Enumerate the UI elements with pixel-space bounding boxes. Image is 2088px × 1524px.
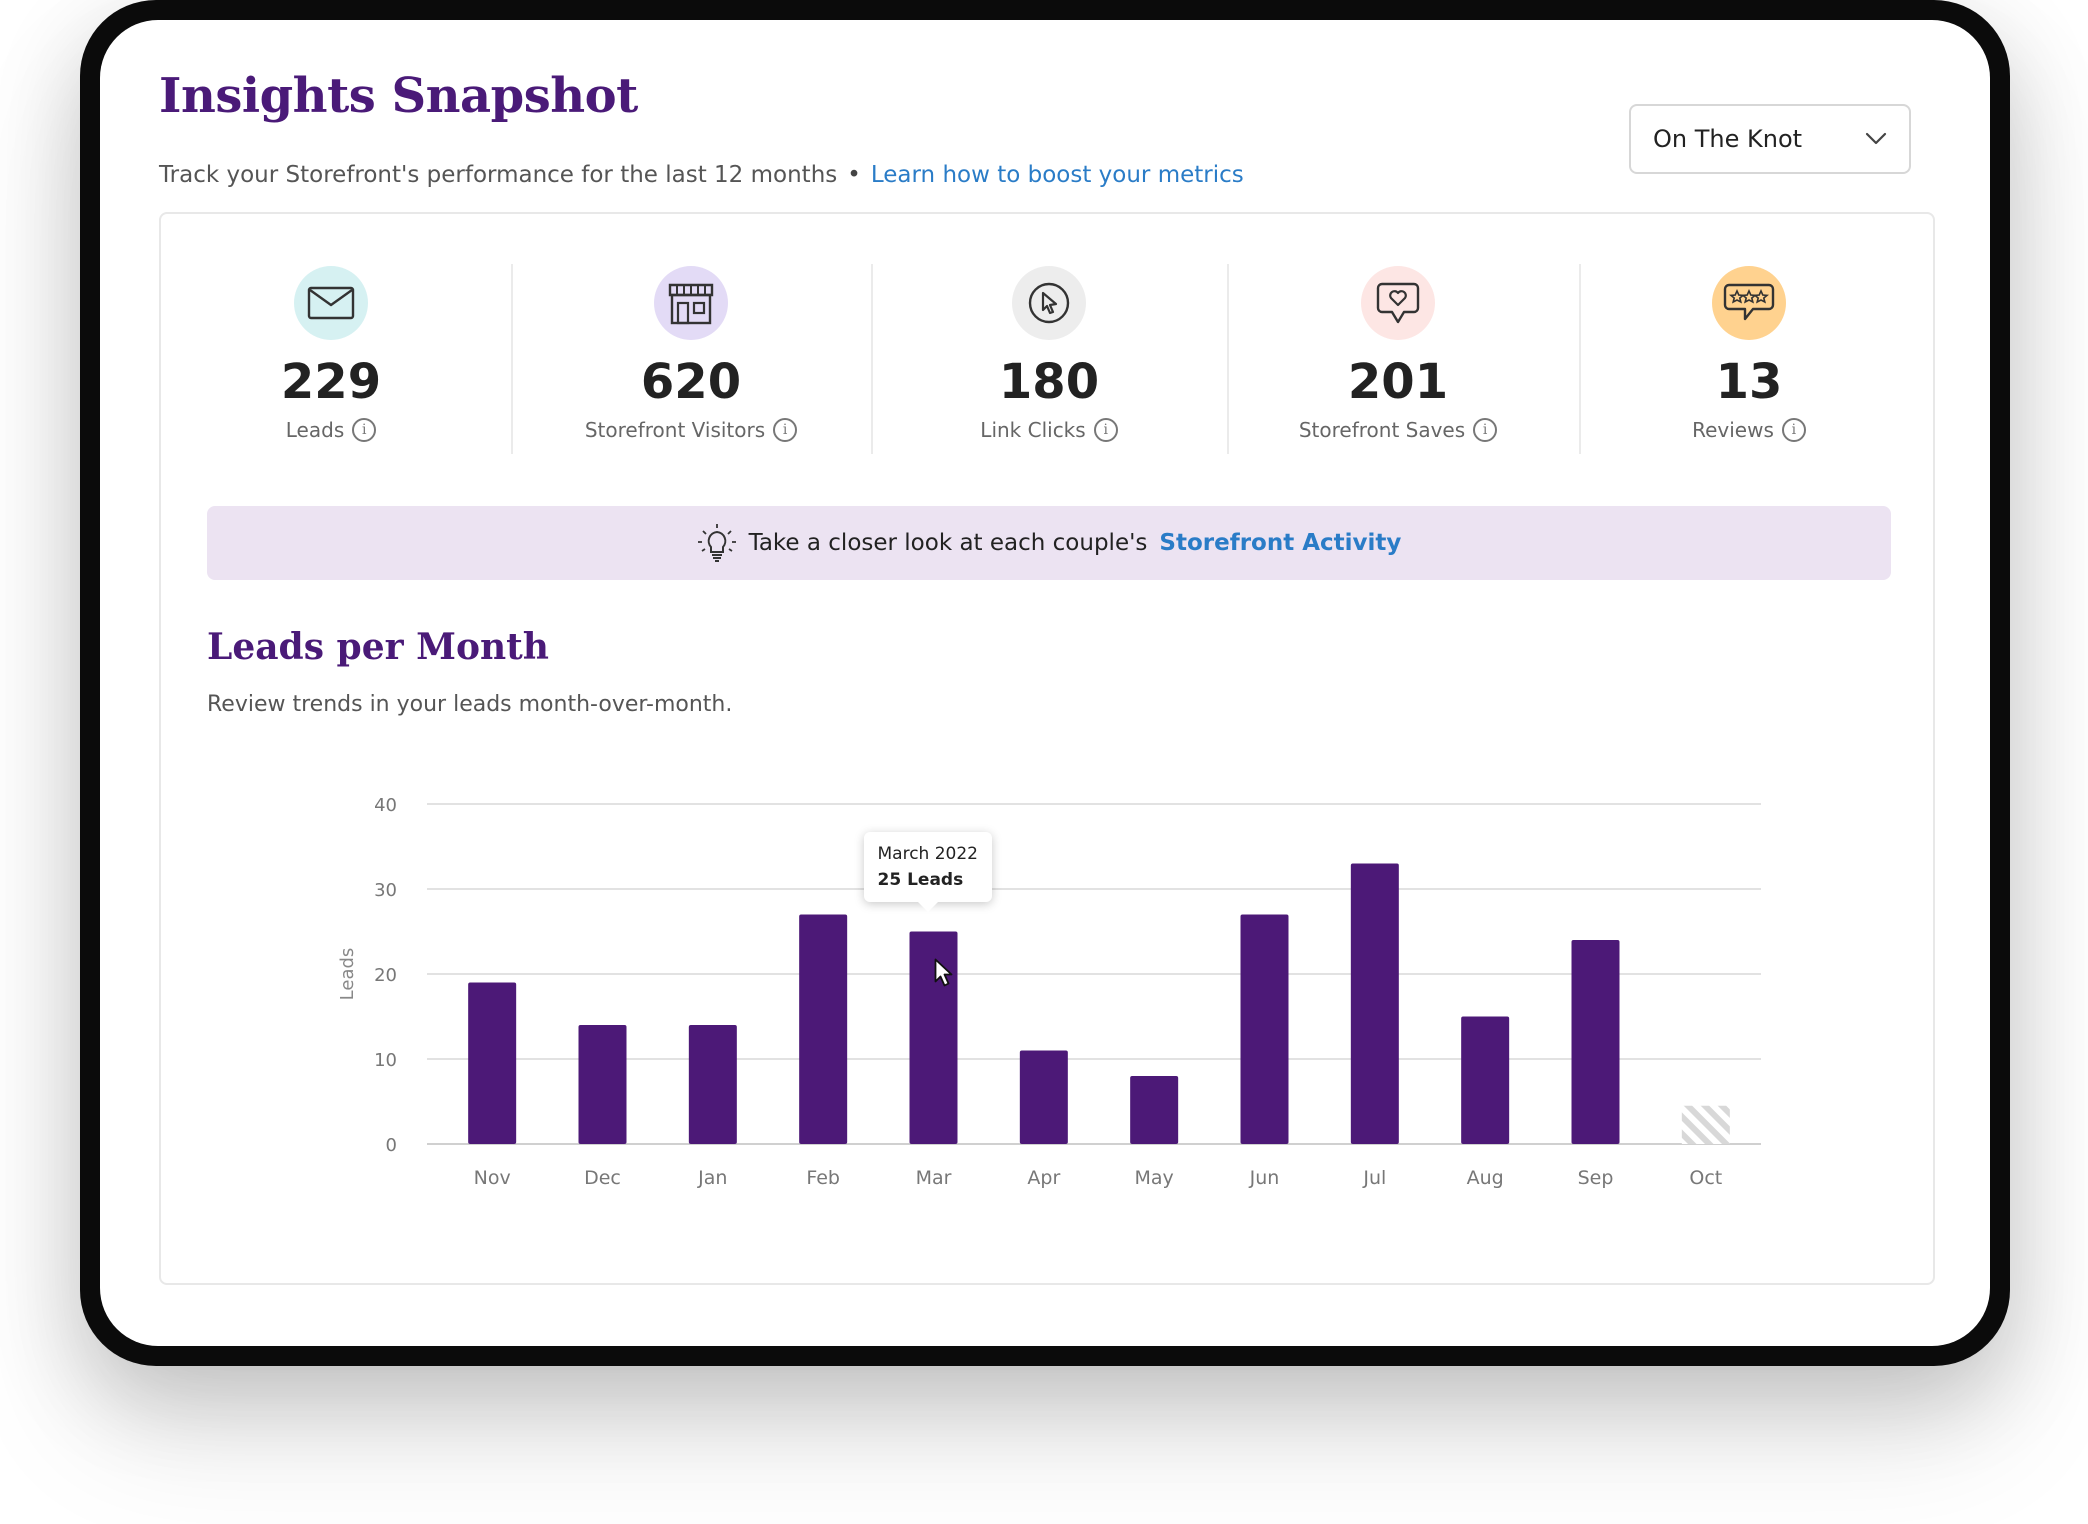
metric-value: 201 xyxy=(1347,354,1449,410)
info-icon[interactable]: i xyxy=(352,418,377,442)
bar-placeholder xyxy=(1681,1105,1730,1144)
page-subtitle: Track your Storefront's performance for … xyxy=(159,162,1244,188)
bar[interactable] xyxy=(1461,1016,1510,1145)
page-title: Insights Snapshot xyxy=(159,68,638,124)
metric-label-text: Reviews xyxy=(1692,418,1774,442)
bar[interactable] xyxy=(468,982,517,1145)
metric-icon-wrap xyxy=(294,266,368,340)
section-subtitle: Review trends in your leads month-over-m… xyxy=(207,692,733,717)
storefront-icon xyxy=(668,283,714,325)
metric-icon-wrap xyxy=(654,266,728,340)
x-tick-label: Feb xyxy=(806,1167,840,1189)
learn-metrics-link[interactable]: Learn how to boost your metrics xyxy=(870,162,1244,188)
metric-label-text: Storefront Visitors xyxy=(584,418,766,442)
x-tick-label: Mar xyxy=(916,1167,952,1189)
metric-label: Link Clicks i xyxy=(879,418,1219,442)
metric-label: Leads i xyxy=(161,418,501,442)
metric-storefront-visitors: 620 Storefront Visitors i xyxy=(521,254,861,454)
chevron-down-icon xyxy=(1865,132,1887,145)
tooltip-title: March 2022 xyxy=(877,843,979,864)
bar[interactable] xyxy=(1240,914,1289,1145)
bar[interactable] xyxy=(799,914,848,1145)
metric-icon-wrap xyxy=(1361,266,1435,340)
metric-divider xyxy=(1227,264,1229,454)
x-tick-label: Oct xyxy=(1689,1167,1722,1189)
info-icon[interactable]: i xyxy=(1473,418,1498,442)
metric-label-text: Storefront Saves xyxy=(1298,418,1466,442)
info-icon[interactable]: i xyxy=(773,418,798,442)
device-frame: Insights Snapshot Track your Storefront'… xyxy=(80,0,2010,1366)
insights-card: 229 Leads i xyxy=(159,212,1935,1285)
metric-value: 620 xyxy=(640,354,742,410)
x-tick-label: Apr xyxy=(1027,1167,1060,1189)
x-tick-label: Aug xyxy=(1467,1167,1504,1189)
bar[interactable] xyxy=(909,931,958,1145)
subtitle-text: Track your Storefront's performance for … xyxy=(159,162,838,188)
cursor-click-icon xyxy=(1028,282,1070,324)
y-tick-label: 30 xyxy=(374,880,397,901)
x-tick-label: Sep xyxy=(1578,1167,1614,1189)
metric-label-text: Link Clicks xyxy=(980,418,1086,442)
x-tick-label: Jul xyxy=(1362,1167,1386,1189)
metric-divider xyxy=(871,264,873,454)
metric-icon-wrap xyxy=(1012,266,1086,340)
metric-value: 13 xyxy=(1715,354,1783,410)
bar[interactable] xyxy=(1130,1076,1179,1144)
y-tick-label: 10 xyxy=(374,1050,397,1071)
subtitle-separator: • xyxy=(847,162,861,188)
metric-value: 180 xyxy=(998,354,1100,410)
chart-tooltip: March 2022 25 Leads xyxy=(863,831,992,912)
screen: Insights Snapshot Track your Storefront'… xyxy=(100,20,1990,1346)
x-tick-label: May xyxy=(1135,1167,1174,1189)
bar[interactable] xyxy=(1019,1050,1068,1145)
source-select[interactable]: On The Knot xyxy=(1629,104,1911,174)
metric-label: Storefront Visitors i xyxy=(521,418,861,442)
metric-value: 229 xyxy=(280,354,382,410)
storefront-activity-link[interactable]: Storefront Activity xyxy=(1159,530,1402,556)
banner-text: Take a closer look at each couple's xyxy=(748,530,1148,556)
star-bubble-icon xyxy=(1723,283,1775,321)
bar[interactable] xyxy=(1571,940,1620,1144)
lightbulb-icon xyxy=(697,524,736,562)
y-tick-label: 20 xyxy=(374,965,397,986)
storefront-activity-banner: Take a closer look at each couple's Stor… xyxy=(207,506,1891,580)
x-tick-label: Jan xyxy=(697,1167,727,1189)
metric-link-clicks: 180 Link Clicks i xyxy=(879,254,1219,454)
leads-bar-chart: 0 10 20 30 40 Leads Nov Dec Jan Feb Mar Apr May Jun Ju… xyxy=(337,795,1761,1189)
metrics-row: 229 Leads i xyxy=(161,214,1933,464)
metric-label: Storefront Saves i xyxy=(1228,418,1568,442)
heart-bubble-icon xyxy=(1376,282,1420,324)
y-tick-label: 0 xyxy=(386,1135,397,1156)
metric-reviews: 13 Reviews i xyxy=(1579,254,1919,454)
metric-icon-wrap xyxy=(1712,266,1786,340)
bar[interactable] xyxy=(578,1025,627,1144)
bar[interactable] xyxy=(1350,863,1399,1145)
x-tick-label: Nov xyxy=(474,1167,511,1189)
tooltip-value: 25 Leads xyxy=(877,869,964,890)
x-tick-label: Dec xyxy=(584,1167,621,1189)
info-icon[interactable]: i xyxy=(1781,418,1806,442)
y-axis-label: Leads xyxy=(337,948,358,1001)
source-select-value: On The Knot xyxy=(1653,125,1803,153)
metric-storefront-saves: 201 Storefront Saves i xyxy=(1228,254,1568,454)
metric-divider xyxy=(511,264,513,454)
info-icon[interactable]: i xyxy=(1093,418,1118,442)
metric-leads: 229 Leads i xyxy=(161,254,501,454)
section-title: Leads per Month xyxy=(207,626,549,668)
metric-label-text: Leads xyxy=(285,418,345,442)
x-tick-label: Jun xyxy=(1249,1167,1280,1189)
envelope-icon xyxy=(307,286,355,320)
metric-divider xyxy=(1579,264,1581,454)
metric-label: Reviews i xyxy=(1579,418,1919,442)
y-tick-label: 40 xyxy=(374,795,397,816)
bar[interactable] xyxy=(688,1025,737,1144)
hand-cursor-icon xyxy=(934,958,953,987)
